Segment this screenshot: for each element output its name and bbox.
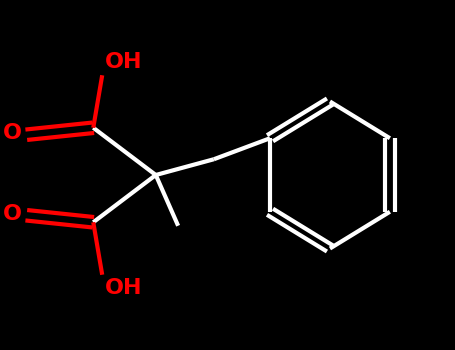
Text: OH: OH bbox=[105, 52, 142, 72]
Text: O: O bbox=[3, 123, 22, 143]
Text: OH: OH bbox=[105, 278, 142, 298]
Text: O: O bbox=[3, 203, 22, 224]
